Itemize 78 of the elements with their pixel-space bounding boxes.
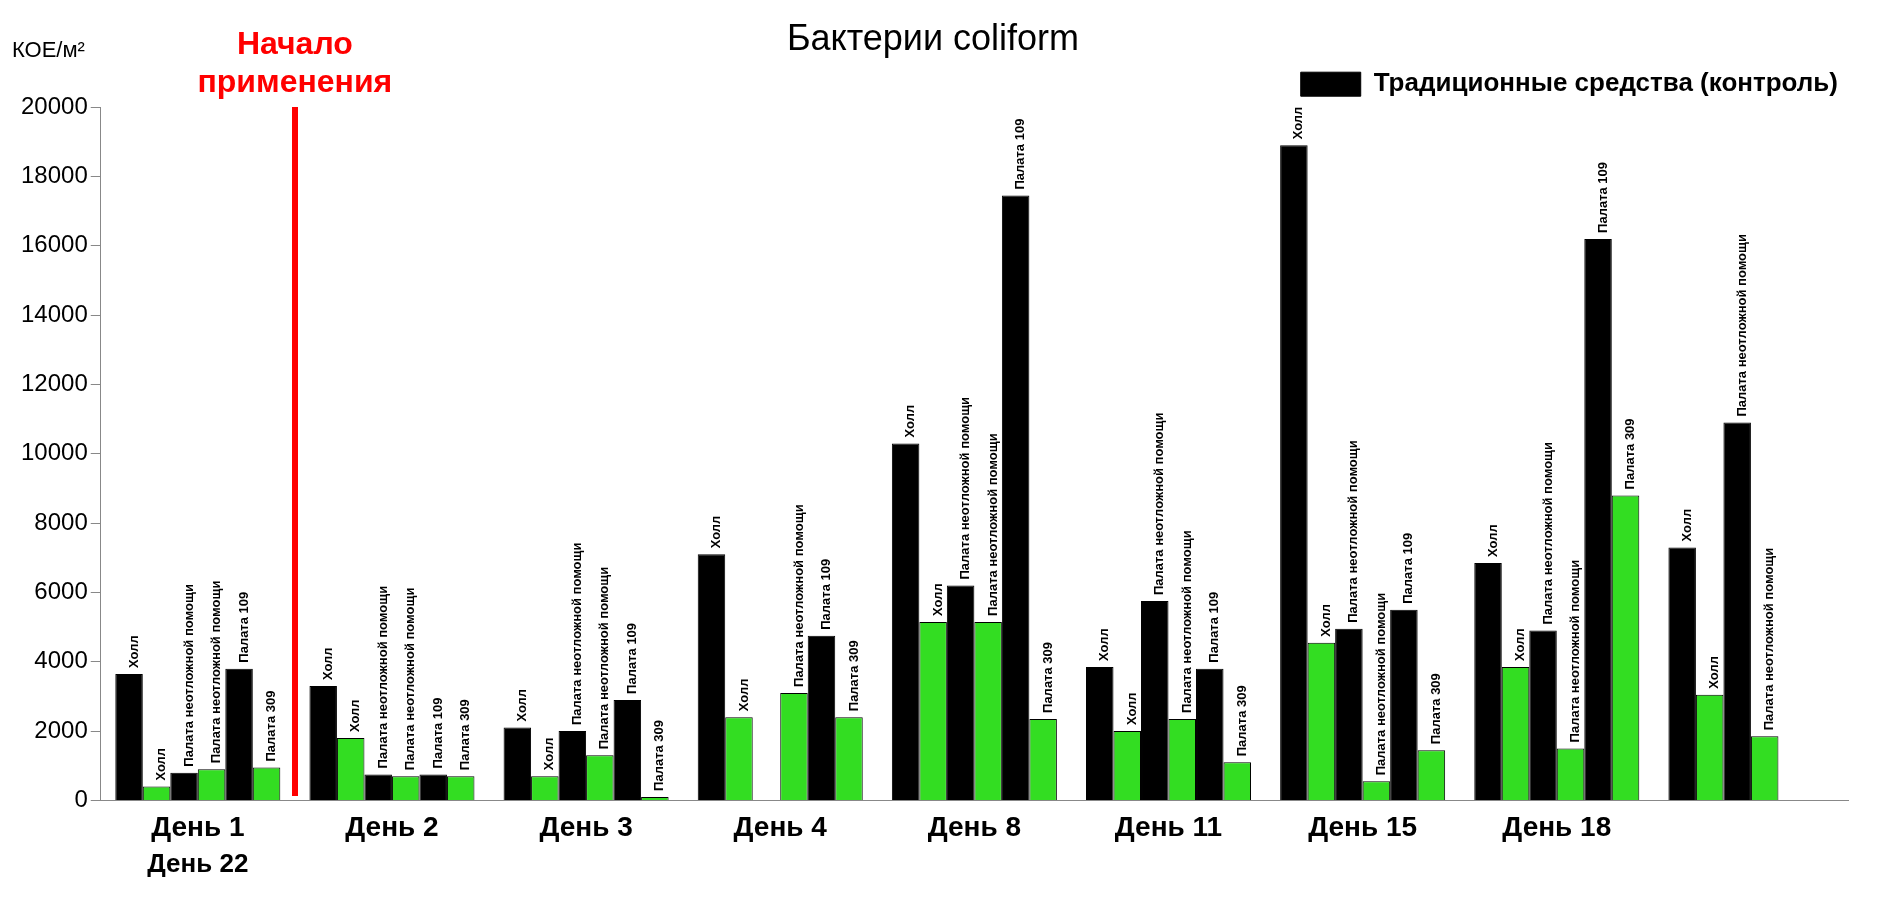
data-label: Холл — [319, 647, 335, 681]
bar — [697, 554, 726, 800]
x-tick-label: День 2 — [345, 810, 439, 842]
data-label: Палата неотложной помощи — [596, 566, 612, 750]
y-tick-label: 16000 — [20, 230, 88, 258]
data-label: Палата 109 — [623, 622, 639, 694]
data-label: Палата 109 — [1206, 591, 1222, 663]
data-label: Холл — [541, 737, 557, 771]
y-axis-title: КОЕ/м² — [12, 37, 85, 63]
data-label: Холл — [735, 678, 751, 712]
data-label: Палата неотложной помощи — [957, 396, 973, 580]
text: День 22 — [147, 848, 249, 879]
data-label: Палата неотложной помощи — [1151, 412, 1167, 596]
y-tick-label: 18000 — [20, 161, 88, 189]
data-label: Палата неотложной помощи — [568, 542, 584, 726]
data-label: Холл — [902, 404, 918, 438]
data-label: Палата неотложной помощи — [180, 584, 196, 767]
data-label: Палата неотложной помощи — [1178, 530, 1194, 713]
data-label: Холл — [1678, 508, 1694, 542]
data-label: Палата 309 — [263, 690, 279, 762]
data-label: Холл — [125, 635, 141, 668]
x-tick-label: День 18 — [1502, 810, 1612, 842]
legend-label: Традиционные средства (контроль) — [1373, 67, 1839, 98]
data-label: Палата 309 — [1233, 685, 1249, 757]
data-label: Палата неотложной помощи — [1345, 440, 1361, 623]
chart-title: Бактерии coliform — [786, 16, 1080, 58]
data-label: Палата неотложной помощи — [1733, 233, 1749, 417]
data-label: Холл — [708, 515, 724, 549]
data-label: Холл — [1317, 604, 1333, 637]
data-label: Палата 109 — [429, 697, 445, 769]
data-label: Холл — [1484, 524, 1500, 557]
y-tick-label: 20000 — [20, 91, 88, 119]
data-label: Палата 109 — [235, 591, 251, 663]
data-label: Палата 309 — [457, 699, 473, 771]
x-tick-label: День 3 — [539, 810, 633, 842]
x-tick-label: День 15 — [1308, 810, 1418, 842]
y-tick-label: 2000 — [34, 715, 88, 743]
x-tick-label: День 4 — [733, 810, 828, 842]
y-tick-label: 4000 — [34, 646, 88, 674]
data-label: Палата неотложной помощи — [1761, 547, 1777, 731]
data-label: Холл — [929, 583, 945, 616]
data-label: Палата 109 — [818, 558, 834, 630]
bar — [503, 727, 532, 800]
data-label: Палата 309 — [651, 719, 667, 791]
data-label: Палата неотложной помощи — [208, 580, 224, 764]
data-label: Холл — [1512, 628, 1528, 661]
y-tick-label: 8000 — [34, 507, 88, 535]
data-label: Палата 109 — [1400, 532, 1416, 604]
y-tick-label: 10000 — [20, 438, 88, 466]
data-label: Холл — [1096, 628, 1112, 661]
data-label: Палата неотложной помощи — [1539, 441, 1555, 625]
y-tick-label: 12000 — [20, 369, 88, 397]
y-tick-label: 6000 — [34, 577, 88, 605]
x-tick-label: День 11 — [1114, 810, 1223, 842]
data-label: Палата неотложной помощи — [1372, 592, 1388, 776]
text: Начало применения — [197, 25, 393, 100]
y-tick-label: 14000 — [20, 299, 88, 327]
bar — [558, 731, 587, 800]
data-label: Палата неотложной помощи — [790, 504, 806, 687]
data-label: Палата неотложной помощи — [1567, 559, 1583, 743]
data-label: Холл — [347, 699, 363, 733]
data-label: Холл — [1706, 656, 1722, 689]
data-label: Палата неотложной помощи — [984, 433, 1000, 616]
data-label: Холл — [1123, 692, 1139, 726]
x-tick-label: День 1 — [151, 810, 245, 842]
data-label: Палата 309 — [1622, 418, 1638, 490]
data-label: Палата 109 — [1012, 118, 1028, 190]
y-tick-label: 0 — [74, 785, 88, 813]
data-label: Палата 309 — [1427, 673, 1443, 745]
data-label: Палата 309 — [1039, 641, 1055, 713]
data-label: Холл — [513, 688, 529, 722]
data-label: Палата неотложной помощи — [374, 585, 390, 769]
data-label: Палата неотложной помощи — [402, 587, 418, 771]
x-tick-label: День 8 — [927, 810, 1022, 842]
data-label: Холл — [1290, 106, 1306, 140]
data-label: Палата 109 — [1594, 161, 1610, 233]
data-label: Холл — [153, 747, 169, 781]
data-label: Палата 309 — [845, 640, 861, 712]
